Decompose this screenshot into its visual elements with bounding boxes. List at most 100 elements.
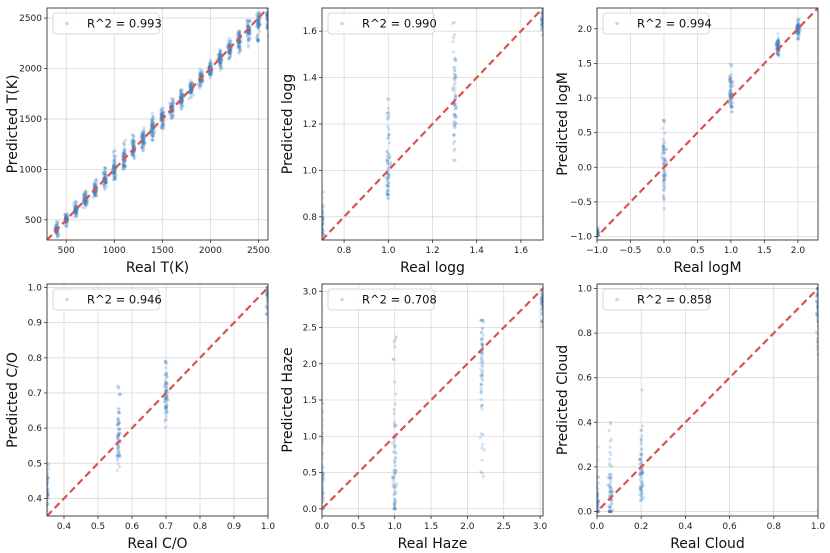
- data-point: [178, 103, 182, 107]
- data-point: [235, 33, 239, 37]
- data-point: [255, 13, 259, 17]
- data-point: [116, 462, 120, 466]
- data-point: [394, 424, 398, 428]
- data-point: [540, 299, 543, 303]
- data-point: [121, 160, 126, 164]
- x-tick-label: 0.8: [767, 522, 782, 532]
- data-point: [387, 152, 391, 156]
- data-point: [226, 44, 230, 48]
- data-point: [218, 55, 222, 60]
- data-point: [593, 233, 596, 236]
- data-point: [131, 154, 135, 158]
- data-point: [189, 89, 193, 94]
- data-point: [318, 217, 321, 220]
- data-point: [160, 124, 165, 128]
- data-point: [235, 40, 239, 44]
- data-point: [191, 93, 195, 97]
- data-point: [608, 509, 612, 514]
- data-point: [130, 152, 135, 156]
- data-point: [392, 468, 396, 472]
- data-point: [150, 121, 154, 125]
- data-point: [729, 92, 733, 96]
- legend-text: R^2 = 0.858: [637, 293, 712, 307]
- data-point: [322, 479, 325, 483]
- data-point: [322, 470, 325, 474]
- data-point: [797, 27, 801, 31]
- data-point: [95, 179, 99, 183]
- data-point: [248, 37, 252, 41]
- data-point: [112, 164, 116, 169]
- data-point: [198, 71, 202, 75]
- data-point: [729, 81, 733, 85]
- data-point: [479, 360, 483, 365]
- data-point: [178, 95, 182, 99]
- data-point: [729, 97, 733, 101]
- data-point: [151, 133, 155, 137]
- data-point: [322, 222, 325, 226]
- data-point: [539, 15, 543, 19]
- data-point: [609, 509, 613, 514]
- data-point: [454, 113, 458, 118]
- data-point: [74, 204, 78, 208]
- data-point: [164, 382, 168, 386]
- data-point: [480, 382, 484, 386]
- data-point: [208, 71, 212, 75]
- data-point: [169, 104, 173, 108]
- data-point: [265, 300, 268, 304]
- data-point: [191, 82, 195, 86]
- data-point: [481, 403, 485, 407]
- data-point: [796, 24, 800, 29]
- data-point: [540, 11, 543, 15]
- data-point: [639, 496, 644, 500]
- data-point: [322, 215, 325, 219]
- data-point: [728, 90, 732, 94]
- data-point: [150, 123, 154, 127]
- data-point: [256, 22, 260, 26]
- data-point: [199, 80, 203, 85]
- data-point: [122, 152, 127, 156]
- data-point: [393, 337, 398, 341]
- legend-text: R^2 = 0.708: [362, 293, 437, 307]
- data-point: [795, 25, 800, 29]
- data-point: [103, 172, 107, 176]
- data-point: [265, 26, 268, 30]
- data-point: [541, 299, 543, 303]
- data-point: [209, 72, 213, 76]
- data-point: [255, 37, 259, 41]
- data-point: [164, 366, 168, 370]
- data-point: [161, 110, 165, 114]
- data-point: [265, 13, 268, 17]
- data-point: [139, 134, 143, 139]
- data-point: [540, 22, 543, 27]
- data-point: [238, 40, 243, 44]
- data-point: [248, 29, 252, 34]
- data-point: [208, 72, 212, 77]
- data-point: [797, 29, 801, 33]
- data-point: [540, 318, 543, 323]
- data-point: [796, 37, 800, 41]
- data-point: [815, 305, 818, 309]
- data-point: [454, 104, 458, 108]
- data-point: [776, 37, 780, 41]
- data-point: [258, 23, 262, 27]
- data-point: [322, 229, 325, 233]
- data-point: [47, 495, 50, 499]
- data-point: [237, 40, 241, 44]
- data-point: [123, 163, 127, 167]
- data-point: [394, 482, 398, 486]
- data-point: [164, 406, 168, 410]
- data-point: [387, 189, 391, 193]
- data-point: [113, 170, 117, 174]
- data-point: [246, 31, 250, 35]
- data-point: [93, 178, 97, 182]
- data-point: [217, 56, 221, 60]
- data-point: [190, 91, 194, 95]
- data-point: [218, 64, 223, 68]
- data-point: [117, 449, 121, 453]
- data-point: [170, 101, 174, 105]
- data-point: [818, 305, 821, 308]
- subplot-cloud: 0.0 0.2 0.4 0.6 0.8 1.00.00.20.40.60.81.0Real…: [555, 283, 825, 552]
- data-point: [385, 158, 389, 162]
- data-point: [73, 215, 77, 219]
- data-point: [322, 472, 324, 476]
